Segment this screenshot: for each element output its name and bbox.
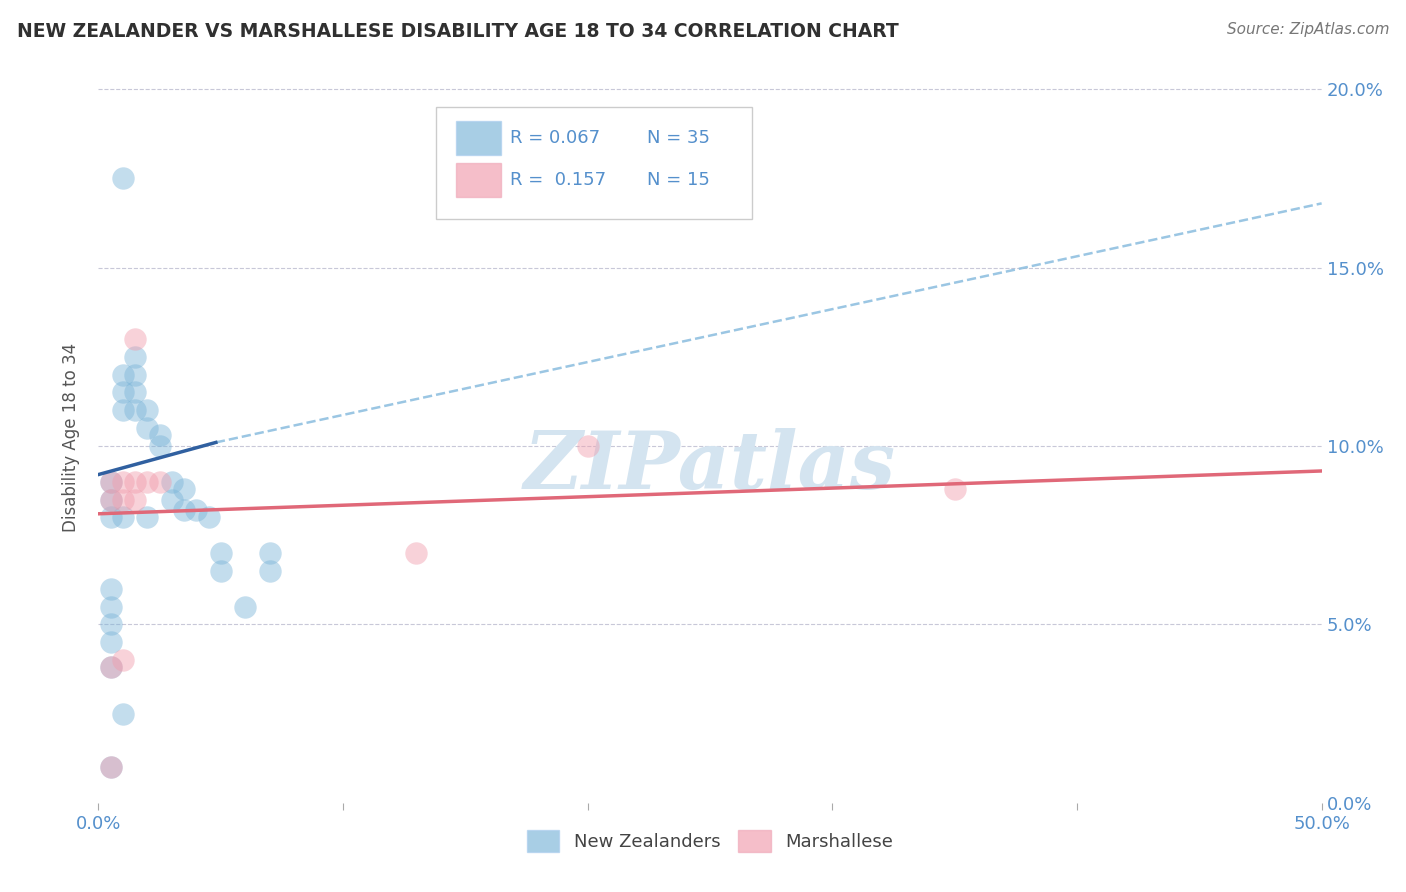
Point [136, 421, 159, 435]
Point [124, 368, 146, 382]
Point [100, 760, 122, 774]
Point [209, 546, 232, 560]
Point [259, 564, 281, 578]
Point [160, 475, 183, 489]
Point [100, 660, 122, 674]
Point [100, 635, 122, 649]
Point [100, 617, 122, 632]
Text: N = 15: N = 15 [647, 171, 710, 189]
Point [111, 385, 134, 400]
Point [111, 510, 134, 524]
Point [100, 660, 122, 674]
Point [186, 503, 208, 517]
Text: R = 0.067: R = 0.067 [510, 129, 600, 147]
Point [197, 510, 219, 524]
Text: R =  0.157: R = 0.157 [510, 171, 606, 189]
Point [100, 492, 122, 507]
Point [111, 492, 134, 507]
Point [124, 492, 146, 507]
Point [124, 350, 146, 364]
Point [943, 482, 966, 496]
Point [136, 510, 159, 524]
Text: Source: ZipAtlas.com: Source: ZipAtlas.com [1226, 22, 1389, 37]
Point [149, 428, 172, 442]
Point [111, 368, 134, 382]
Point [160, 492, 183, 507]
Point [111, 171, 134, 186]
Point [149, 439, 172, 453]
Point [124, 332, 146, 346]
Point [136, 403, 159, 417]
Point [173, 482, 195, 496]
Y-axis label: Disability Age 18 to 34: Disability Age 18 to 34 [62, 343, 80, 532]
Text: ZIPatlas: ZIPatlas [524, 427, 896, 505]
Point [405, 546, 427, 560]
Point [100, 599, 122, 614]
Text: NEW ZEALANDER VS MARSHALLESE DISABILITY AGE 18 TO 34 CORRELATION CHART: NEW ZEALANDER VS MARSHALLESE DISABILITY … [17, 22, 898, 41]
Point [111, 475, 134, 489]
Point [100, 760, 122, 774]
Point [111, 706, 134, 721]
Point [124, 403, 146, 417]
Point [111, 653, 134, 667]
Point [100, 475, 122, 489]
Legend: New Zealanders, Marshallese: New Zealanders, Marshallese [520, 823, 900, 860]
Point [209, 564, 232, 578]
Text: N = 35: N = 35 [647, 129, 710, 147]
Point [576, 439, 599, 453]
Point [100, 510, 122, 524]
Point [173, 503, 195, 517]
Point [111, 403, 134, 417]
Point [124, 475, 146, 489]
Point [100, 492, 122, 507]
Point [259, 546, 281, 560]
Point [100, 475, 122, 489]
Point [233, 599, 256, 614]
Point [149, 475, 172, 489]
Point [124, 385, 146, 400]
Point [100, 582, 122, 596]
Point [136, 475, 159, 489]
